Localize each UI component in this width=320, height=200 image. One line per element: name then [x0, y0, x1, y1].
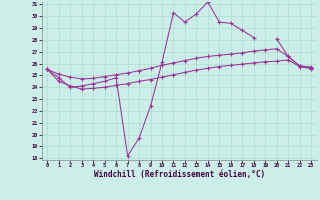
X-axis label: Windchill (Refroidissement éolien,°C): Windchill (Refroidissement éolien,°C) [94, 170, 265, 179]
